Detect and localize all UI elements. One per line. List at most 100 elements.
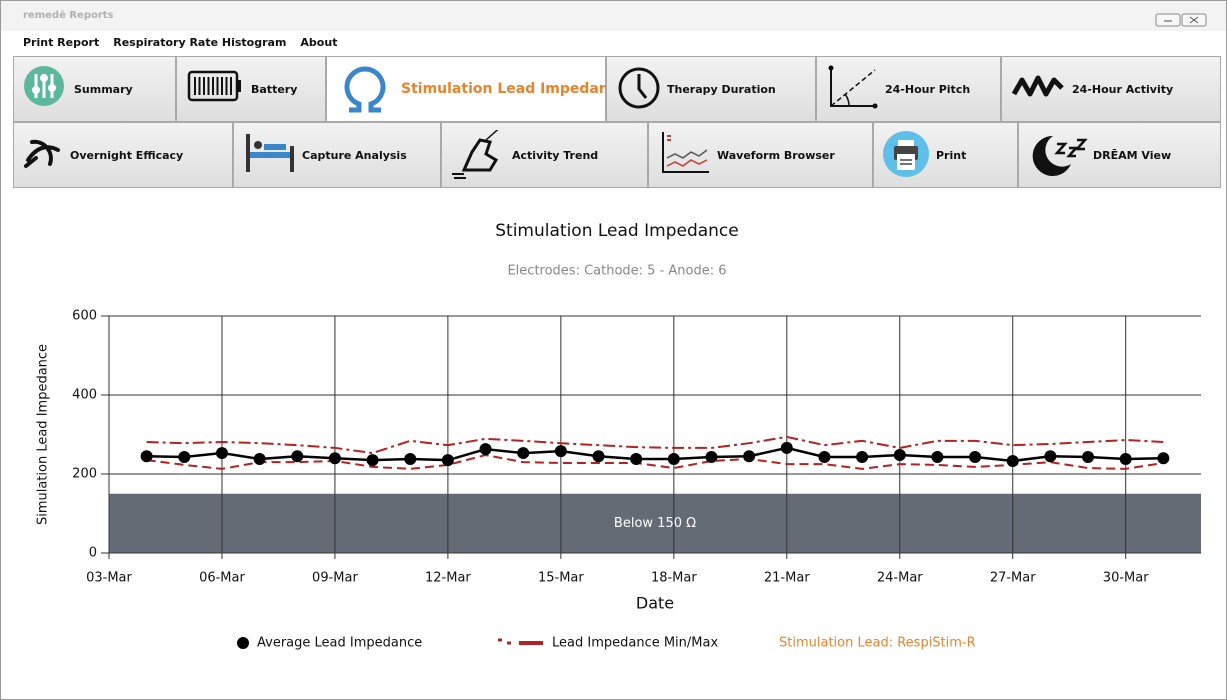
legend-label: Average Lead Impedance bbox=[257, 636, 422, 651]
tab-icon bbox=[883, 131, 929, 177]
window-controls[interactable] bbox=[1154, 13, 1214, 27]
tab-icon bbox=[1032, 135, 1088, 176]
tab[interactable]: Summary bbox=[13, 56, 176, 122]
tab-icon bbox=[187, 70, 241, 102]
tab[interactable]: 24-Hour Pitch bbox=[816, 56, 1001, 122]
marker bbox=[931, 451, 944, 464]
tab-label[interactable]: 24-Hour Activity bbox=[1072, 82, 1174, 96]
x-tick-label: 15-Mar bbox=[538, 571, 584, 586]
marker bbox=[1044, 450, 1057, 463]
tab-icon bbox=[24, 66, 64, 106]
marker bbox=[140, 450, 153, 463]
tab-label[interactable]: Therapy Duration bbox=[667, 82, 776, 96]
marker bbox=[630, 452, 643, 465]
band-label: Below 150 Ω bbox=[614, 516, 696, 531]
tab-label[interactable]: Overnight Efficacy bbox=[70, 148, 184, 162]
marker bbox=[1157, 452, 1170, 465]
x-tick-label: 12-Mar bbox=[425, 571, 471, 586]
tab[interactable]: Waveform Browser bbox=[648, 122, 873, 188]
marker bbox=[517, 447, 530, 460]
legend-marker bbox=[237, 637, 249, 649]
tab-icon bbox=[344, 66, 386, 113]
app-title: remedē Reports bbox=[23, 10, 114, 21]
tab[interactable]: Battery bbox=[176, 56, 326, 122]
x-tick-label: 27-Mar bbox=[990, 571, 1036, 586]
tab-label[interactable]: Activity Trend bbox=[512, 148, 599, 162]
marker bbox=[780, 441, 793, 454]
menu-item[interactable]: About bbox=[300, 36, 338, 49]
tab[interactable]: 24-Hour Activity bbox=[1001, 56, 1221, 122]
marker bbox=[554, 445, 567, 458]
marker bbox=[366, 454, 379, 467]
marker bbox=[893, 449, 906, 462]
y-axis-label: Simulation Lead Impedance bbox=[36, 344, 51, 525]
marker bbox=[818, 451, 831, 464]
tab-icon bbox=[452, 130, 499, 179]
tab-label[interactable]: Waveform Browser bbox=[717, 148, 835, 162]
x-tick-label: 24-Mar bbox=[877, 571, 923, 586]
tab-icon bbox=[662, 132, 709, 173]
y-tick-label: 0 bbox=[89, 546, 97, 561]
x-tick-label: 09-Mar bbox=[312, 571, 358, 586]
marker bbox=[404, 452, 417, 465]
x-tick-label: 30-Mar bbox=[1103, 571, 1149, 586]
tab-icon bbox=[618, 67, 660, 109]
menu-item[interactable]: Print Report bbox=[23, 36, 100, 49]
marker bbox=[969, 451, 982, 464]
tab[interactable]: Therapy Duration bbox=[606, 56, 816, 122]
menu-bar: Print Report Respiratory Rate Histogram Ab… bbox=[23, 36, 351, 49]
x-tick-label: 21-Mar bbox=[764, 571, 810, 586]
tab[interactable]: Stimulation Lead Impedance bbox=[326, 56, 627, 122]
y-tick-label: 400 bbox=[72, 388, 97, 403]
tab-icon bbox=[828, 65, 878, 109]
marker bbox=[667, 452, 680, 465]
x-tick-label: 06-Mar bbox=[199, 571, 245, 586]
marker bbox=[291, 450, 304, 463]
minimize-button[interactable] bbox=[1155, 13, 1181, 27]
max-line bbox=[146, 435, 1164, 455]
marker bbox=[178, 451, 191, 464]
marker bbox=[479, 443, 492, 456]
tab-label[interactable]: Battery bbox=[251, 82, 298, 96]
min-line bbox=[146, 454, 1164, 470]
tab-label[interactable]: DRĒAM View bbox=[1093, 148, 1172, 162]
y-tick-label: 200 bbox=[72, 467, 97, 482]
marker bbox=[856, 451, 869, 464]
threshold-band bbox=[109, 493, 1201, 553]
title-bar: remedē Reports bbox=[1, 1, 1226, 31]
marker bbox=[1082, 451, 1095, 464]
menu-item[interactable]: Respiratory Rate Histogram bbox=[113, 36, 287, 49]
chart-title: Stimulation Lead Impedance bbox=[495, 221, 738, 241]
marker bbox=[441, 454, 454, 467]
marker bbox=[1119, 452, 1132, 465]
tab[interactable]: Overnight Efficacy bbox=[13, 122, 233, 188]
marker bbox=[592, 450, 605, 463]
marker bbox=[705, 451, 718, 464]
x-axis-label: Date bbox=[636, 594, 674, 613]
tab[interactable]: Activity Trend bbox=[441, 122, 648, 188]
marker bbox=[1006, 454, 1019, 467]
tab-label[interactable]: Print bbox=[936, 148, 967, 162]
tab-label[interactable]: Capture Analysis bbox=[302, 148, 407, 162]
average-line bbox=[146, 446, 1164, 463]
x-tick-label: 03-Mar bbox=[86, 571, 132, 586]
tab[interactable]: Print bbox=[873, 122, 1018, 188]
tab-label[interactable]: 24-Hour Pitch bbox=[885, 82, 971, 96]
tab-icon bbox=[24, 139, 60, 168]
tab-label[interactable]: Stimulation Lead Impedance bbox=[401, 81, 627, 97]
marker bbox=[215, 447, 228, 460]
annotation: Stimulation Lead: RespiStim-R bbox=[779, 636, 976, 651]
chart: Stimulation Lead Impedance Electrodes: Ca… bbox=[36, 221, 1201, 651]
tab-icon bbox=[246, 134, 294, 172]
y-tick-label: 600 bbox=[72, 309, 97, 324]
tab[interactable]: DRĒAM View bbox=[1018, 122, 1221, 188]
marker bbox=[743, 450, 756, 463]
marker bbox=[328, 452, 341, 465]
x-tick-label: 18-Mar bbox=[651, 571, 697, 586]
marker bbox=[253, 452, 266, 465]
tab[interactable]: Capture Analysis bbox=[233, 122, 441, 188]
chart-subtitle: Electrodes: Cathode: 5 - Anode: 6 bbox=[507, 264, 726, 279]
legend-label: Lead Impedance Min/Max bbox=[552, 636, 718, 651]
tab-label[interactable]: Summary bbox=[74, 82, 133, 96]
